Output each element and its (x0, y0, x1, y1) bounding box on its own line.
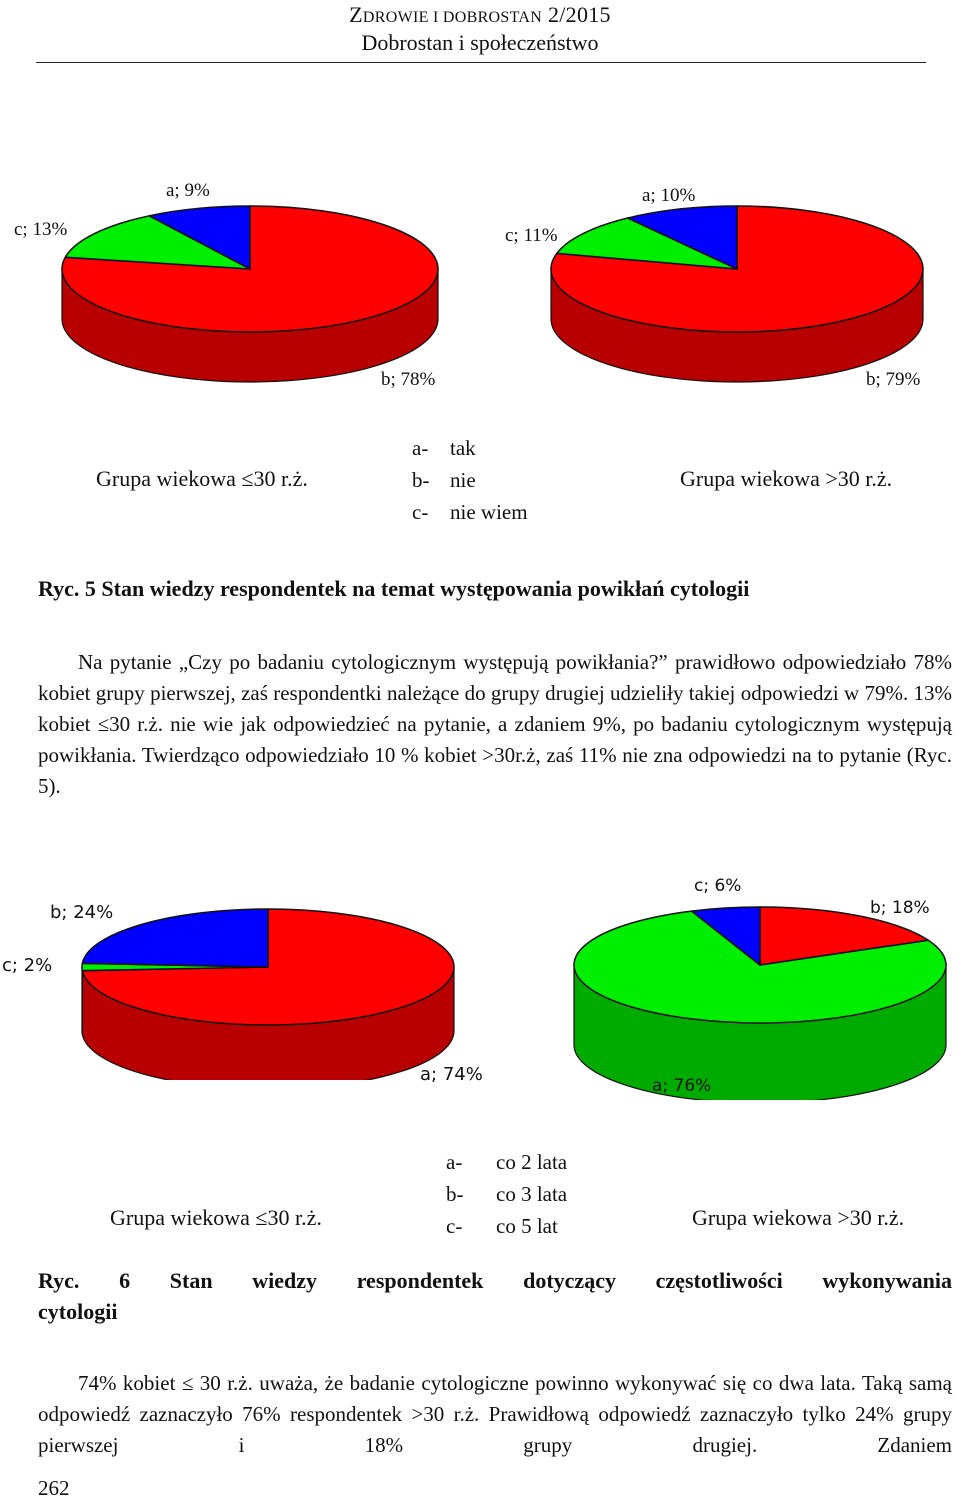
paragraph-2-text: 74% kobiet ≤ 30 r.ż. uważa, że badanie c… (38, 1371, 952, 1457)
fig5-over30-slice-a (626, 205, 738, 270)
pie-label-fig6-under30-c: c; 2% (2, 955, 53, 976)
paragraph-2: 74% kobiet ≤ 30 r.ż. uważa, że badanie c… (38, 1368, 952, 1461)
fig5-over30-slice-c (556, 217, 738, 270)
journal-title-rest: DROWIE I DOBROSTAN (362, 9, 543, 26)
header-divider (36, 62, 926, 63)
legend-key-a: a- (412, 436, 429, 460)
legend-label-c: co 5 lat (496, 1214, 558, 1238)
section-title: Dobrostan i społeczeństwo (361, 30, 599, 55)
fig5-under30-slice-c (64, 215, 251, 270)
journal-title: ZDROWIE I DOBROSTAN 2/2015 (0, 2, 960, 28)
pie-label-fig6-over30-c: c; 6% (694, 876, 742, 896)
pie-label-fig5-over30-a: a; 10% (642, 185, 696, 206)
fig6-over30-slice-a (573, 910, 947, 1024)
pie-label-fig5-under30-b: b; 78% (381, 369, 436, 390)
pie-label-fig5-over30-c: c; 11% (505, 225, 558, 246)
fig5-under30-slice-a (148, 205, 251, 270)
figure6-caption-line2: cytologii (38, 1299, 118, 1324)
legend-label-b: nie (450, 468, 476, 492)
pie-label-fig5-under30-a: a; 9% (166, 180, 210, 201)
paragraph-1-text: Na pytanie „Czy po badaniu cytologicznym… (38, 650, 952, 798)
legend-label-a: co 2 lata (496, 1150, 568, 1174)
fig6-over30-slice-b (759, 906, 930, 966)
legend-label-b: co 3 lata (496, 1182, 568, 1206)
fig6-over30-slice-c (690, 906, 761, 966)
pie-chart-fig5-under30 (61, 205, 439, 383)
journal-title-initial: Z (349, 2, 363, 27)
legend-label-a: tak (450, 436, 476, 460)
pie-label-fig5-under30-c: c; 13% (14, 219, 68, 240)
legend-key-c: c- (446, 1214, 463, 1238)
figure6-caption-line1: Ryc. 6 Stan wiedzy respondentek dotycząc… (38, 1268, 952, 1293)
pie-label-fig5-over30-b: b; 79% (866, 369, 921, 390)
legend-label-c: nie wiem (450, 500, 528, 524)
pie-label-fig6-under30-b: b; 24% (50, 902, 114, 923)
legend-key-a: a- (446, 1150, 463, 1174)
pie-label-fig6-under30-a: a; 74% (420, 1064, 483, 1085)
group-label-fig5-over30: Grupa wiekowa >30 r.ż. (680, 466, 893, 491)
page-number: 262 (38, 1476, 70, 1500)
paragraph-1: Na pytanie „Czy po badaniu cytologicznym… (38, 647, 952, 802)
pie-label-fig6-over30-a: a; 76% (652, 1076, 712, 1096)
legend-key-b: b- (412, 468, 430, 492)
legend-key-c: c- (412, 500, 429, 524)
pie-chart-fig6-under30 (81, 908, 455, 1080)
legend-key-b: b- (446, 1182, 464, 1206)
pie-chart-fig5-over30 (550, 205, 924, 383)
group-label-fig5-under30: Grupa wiekowa ≤30 r.ż. (96, 466, 308, 491)
group-label-fig6-over30: Grupa wiekowa >30 r.ż. (692, 1205, 905, 1230)
figure5-caption: Ryc. 5 Stan wiedzy respondentek na temat… (38, 576, 750, 601)
pie-chart-fig6-over30 (573, 906, 947, 1100)
fig6-under30-slice-b (81, 908, 269, 968)
group-label-fig6-under30: Grupa wiekowa ≤30 r.ż. (110, 1205, 322, 1230)
pie-label-fig6-over30-b: b; 18% (870, 898, 930, 918)
journal-issue: 2/2015 (547, 2, 611, 27)
